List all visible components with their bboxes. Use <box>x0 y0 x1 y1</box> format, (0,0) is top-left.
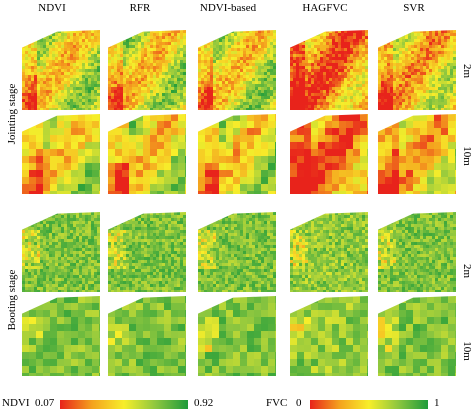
column-header-hagfvc: HAGFVC <box>302 2 348 14</box>
map-panel-ndvi-row4 <box>22 296 100 376</box>
column-header-svr: SVR <box>403 2 425 14</box>
resolution-label-10m-row2: 10m <box>461 146 473 166</box>
map-panel-ndvi-based-row1 <box>198 30 276 110</box>
legend-fvc-label: FVC <box>266 397 288 409</box>
map-panel-svr-row1 <box>378 30 456 110</box>
legend-fvc-min: 0 <box>296 397 302 409</box>
stage-label-booting: Booting stage <box>6 269 18 331</box>
map-panel-ndvi-based-row3 <box>198 212 276 292</box>
legend-fvc-colorbar <box>310 400 428 409</box>
map-panel-ndvi-row3 <box>22 212 100 292</box>
map-panel-rfr-row3 <box>108 212 186 292</box>
column-header-rfr: RFR <box>129 2 151 14</box>
resolution-label-10m-row4: 10m <box>461 341 473 361</box>
map-panel-ndvi-based-row2 <box>198 114 276 194</box>
map-panel-rfr-row2 <box>108 114 186 194</box>
column-header-ndvi: NDVI <box>38 2 66 14</box>
legend-fvc-max: 1 <box>434 397 440 409</box>
legend-ndvi-max: 0.92 <box>194 397 214 409</box>
map-panel-ndvi-based-row4 <box>198 296 276 376</box>
map-panel-hagfvc-row4 <box>290 296 368 376</box>
column-header-ndvi-based: NDVI-based <box>199 2 257 14</box>
stage-label-jointing: Jointing stage <box>6 83 18 145</box>
resolution-label-2m-row3: 2m <box>461 263 473 279</box>
map-panel-svr-row2 <box>378 114 456 194</box>
resolution-label-2m-row1: 2m <box>461 63 473 79</box>
map-panel-ndvi-row2 <box>22 114 100 194</box>
legend-ndvi-min: 0.07 <box>35 397 55 409</box>
map-panel-rfr-row4 <box>108 296 186 376</box>
legend-ndvi-colorbar <box>60 400 188 409</box>
map-panel-rfr-row1 <box>108 30 186 110</box>
map-panel-hagfvc-row1 <box>290 30 368 110</box>
legend-ndvi-label: NDVI <box>2 397 30 409</box>
map-panel-hagfvc-row2 <box>290 114 368 194</box>
map-panel-ndvi-row1 <box>22 30 100 110</box>
map-panel-svr-row4 <box>378 296 456 376</box>
map-panel-svr-row3 <box>378 212 456 292</box>
map-panel-hagfvc-row3 <box>290 212 368 292</box>
